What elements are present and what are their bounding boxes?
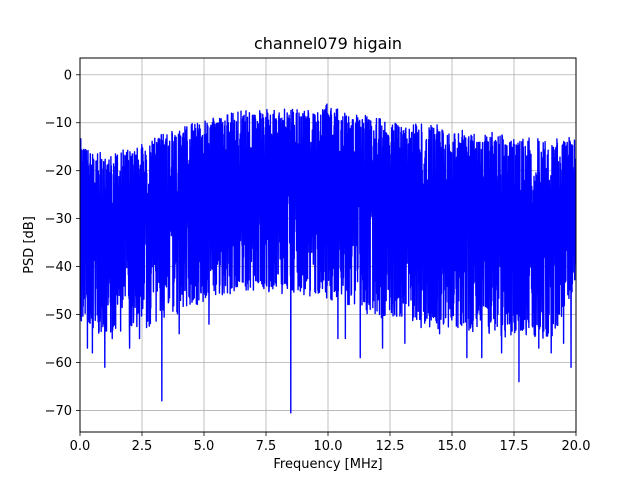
x-tick-label: 2.5 [132,439,153,454]
x-tick-label: 12.5 [376,439,405,454]
x-tick-label: 7.5 [256,439,277,454]
y-tick-label: −70 [45,404,72,419]
x-tick-label: 15.0 [438,439,467,454]
x-axis-label: Frequency [MHz] [273,457,382,472]
x-tick-label: 17.5 [500,439,529,454]
x-tick-label: 5.0 [194,439,215,454]
y-tick-label: −10 [45,116,72,131]
y-tick-label: −40 [45,260,72,275]
chart-title: channel079 higain [254,34,402,53]
x-tick-label: 0.0 [70,439,91,454]
x-tick-label: 10.0 [314,439,343,454]
y-axis-ticks: 0 −10 −20 −30 −40 −50 −60 −70 [45,68,80,419]
plot-area [80,103,576,414]
series-layer [80,103,576,414]
y-tick-label: −30 [45,212,72,227]
x-axis-ticks: 0.0 2.5 5.0 7.5 10.0 12.5 15.0 17.5 20.0 [70,432,591,454]
psd-series-line [80,103,576,414]
y-tick-label: −60 [45,356,72,371]
y-tick-label: −20 [45,164,72,179]
x-tick-label: 20.0 [562,439,591,454]
y-tick-label: −50 [45,308,72,323]
y-tick-label: 0 [64,68,72,83]
y-axis-label: PSD [dB] [22,216,37,274]
